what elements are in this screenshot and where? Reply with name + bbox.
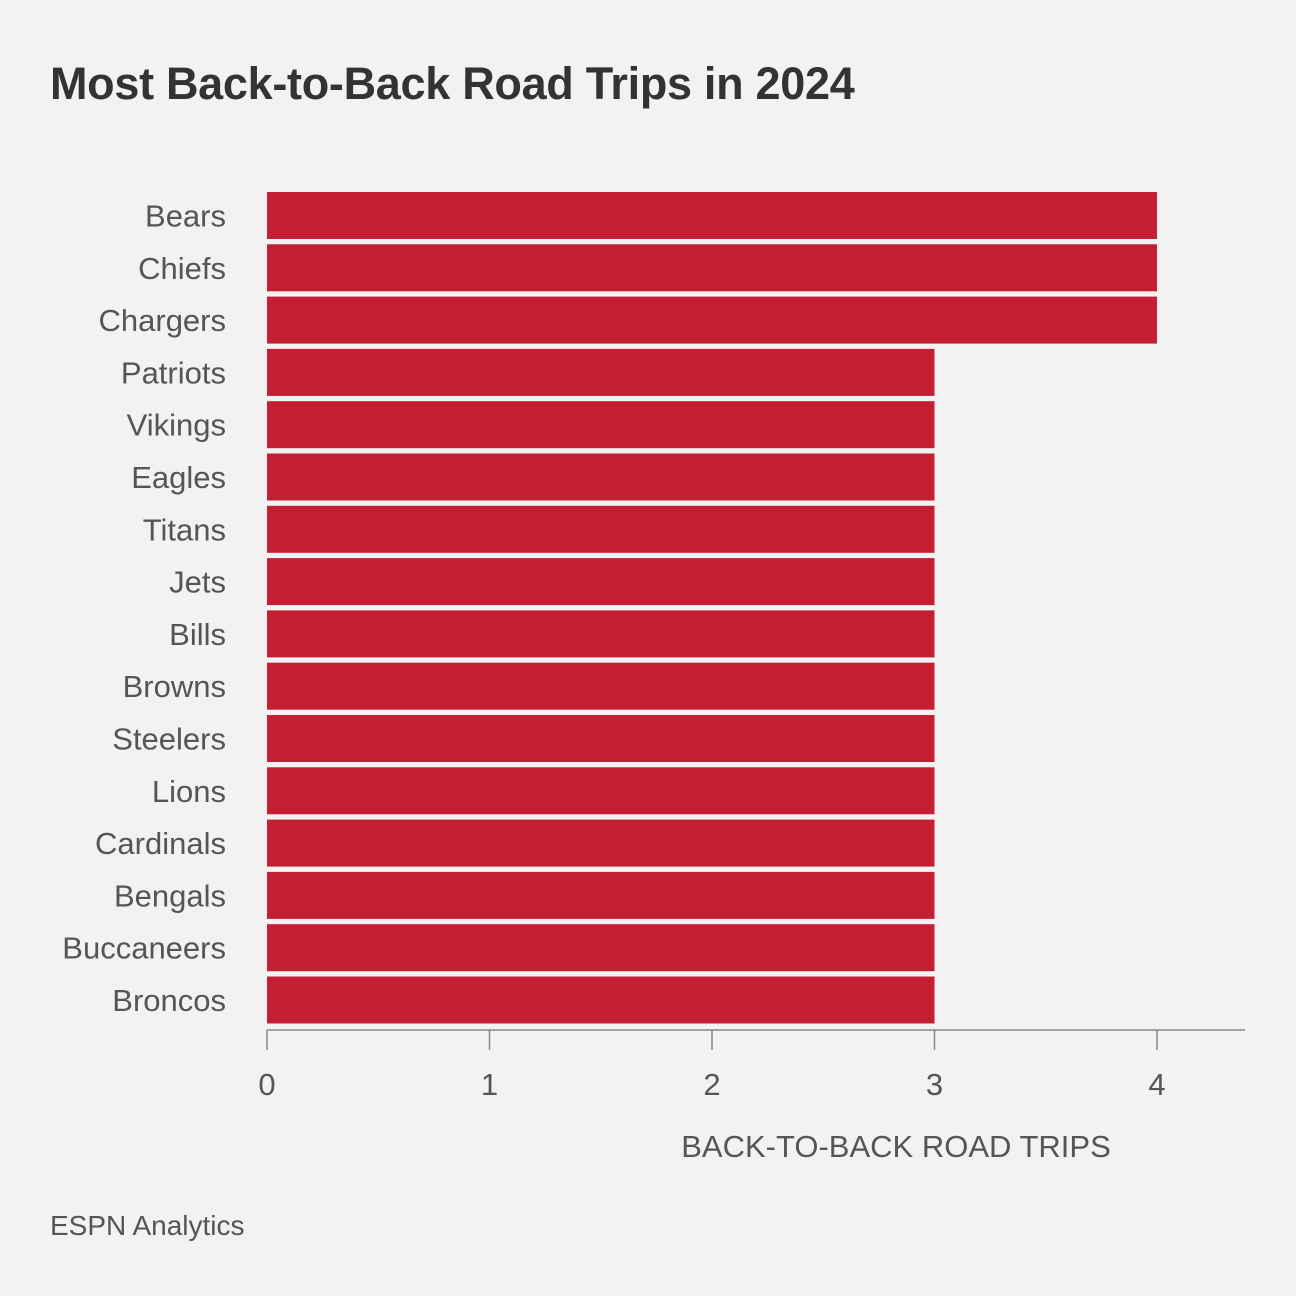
category-label-patriots: Patriots	[121, 355, 226, 390]
bar-vikings	[267, 401, 935, 449]
category-label-cardinals: Cardinals	[95, 826, 226, 861]
x-tick-label-2: 2	[703, 1067, 720, 1102]
bar-bears	[267, 192, 1157, 239]
category-label-bills: Bills	[169, 617, 226, 652]
category-label-jets: Jets	[169, 565, 226, 600]
category-label-vikings: Vikings	[127, 408, 226, 443]
source-credit: ESPN Analytics	[50, 1210, 245, 1241]
category-label-bears: Bears	[145, 199, 226, 234]
x-tick-label-0: 0	[258, 1067, 275, 1102]
x-tick-label-3: 3	[926, 1067, 943, 1102]
bar-patriots	[267, 348, 935, 396]
bar-steelers	[267, 715, 935, 762]
category-label-bengals: Bengals	[114, 878, 226, 913]
bar-cardinals	[267, 819, 935, 867]
category-label-steelers: Steelers	[112, 722, 226, 757]
bar-buccaneers	[267, 924, 935, 972]
category-label-chargers: Chargers	[99, 303, 227, 338]
category-label-browns: Browns	[123, 669, 226, 704]
x-tick-label-1: 1	[481, 1067, 498, 1102]
x-tick-label-4: 4	[1148, 1067, 1165, 1102]
category-label-broncos: Broncos	[112, 983, 226, 1018]
bar-titans	[267, 505, 935, 553]
bar-chiefs	[267, 244, 1157, 292]
bar-lions	[267, 767, 935, 815]
category-label-eagles: Eagles	[131, 460, 226, 495]
category-label-buccaneers: Buccaneers	[62, 931, 226, 966]
bar-browns	[267, 662, 935, 710]
bar-eagles	[267, 453, 935, 501]
x-axis: 0 1 2 3 4	[258, 1029, 1245, 1102]
bar-bengals	[267, 871, 935, 919]
category-label-titans: Titans	[143, 512, 226, 547]
bars-group	[267, 192, 1157, 1024]
category-label-lions: Lions	[152, 774, 226, 809]
bar-bills	[267, 610, 935, 658]
category-label-chiefs: Chiefs	[138, 251, 226, 286]
category-labels: Bears Chiefs Chargers Patriots Vikings Eagles…	[62, 199, 226, 1019]
bar-chargers	[267, 296, 1157, 344]
bar-jets	[267, 558, 935, 606]
bar-broncos	[267, 976, 935, 1024]
x-axis-title: BACK-TO-BACK ROAD TRIPS	[681, 1129, 1111, 1164]
chart-title: Most Back-to-Back Road Trips in 2024	[50, 58, 855, 109]
